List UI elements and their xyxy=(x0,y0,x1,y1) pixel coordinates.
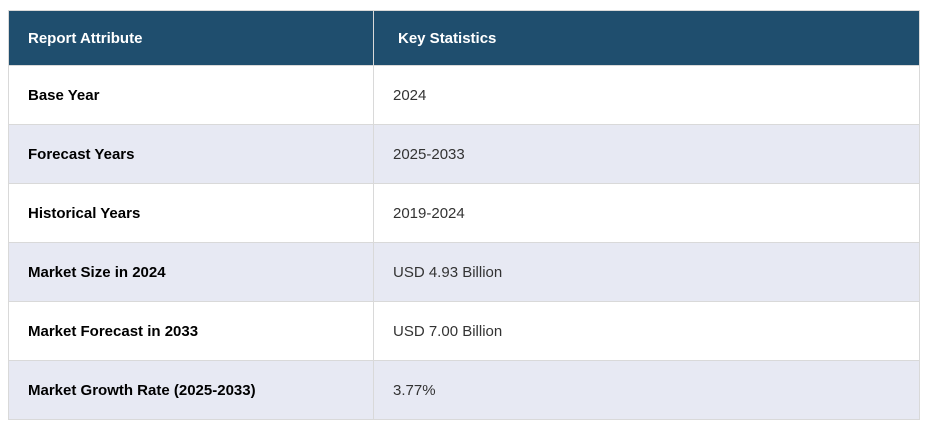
column-header-report-attribute: Report Attribute xyxy=(8,10,374,66)
report-attribute-cell: Market Size in 2024 xyxy=(8,242,374,302)
report-statistics-table-container: Report Attribute Key Statistics Base Yea… xyxy=(8,10,920,420)
key-statistic-cell: 2024 xyxy=(373,65,920,125)
report-attribute-cell: Market Growth Rate (2025-2033) xyxy=(8,360,374,420)
report-statistics-table: Report Attribute Key Statistics Base Yea… xyxy=(8,10,920,420)
table-row: Forecast Years 2025-2033 xyxy=(8,124,920,184)
header-row: Report Attribute Key Statistics xyxy=(8,10,920,66)
report-attribute-cell: Forecast Years xyxy=(8,124,374,184)
column-header-key-statistics: Key Statistics xyxy=(373,10,920,66)
table-row: Market Size in 2024 USD 4.93 Billion xyxy=(8,242,920,302)
key-statistic-cell: 2019-2024 xyxy=(373,183,920,243)
report-attribute-cell: Base Year xyxy=(8,65,374,125)
key-statistic-cell: USD 7.00 Billion xyxy=(373,301,920,361)
table-row: Historical Years 2019-2024 xyxy=(8,183,920,243)
table-body: Base Year 2024 Forecast Years 2025-2033 … xyxy=(8,65,920,420)
key-statistic-cell: USD 4.93 Billion xyxy=(373,242,920,302)
report-attribute-cell: Historical Years xyxy=(8,183,374,243)
key-statistic-cell: 2025-2033 xyxy=(373,124,920,184)
key-statistic-cell: 3.77% xyxy=(373,360,920,420)
table-row: Market Growth Rate (2025-2033) 3.77% xyxy=(8,360,920,420)
table-row: Base Year 2024 xyxy=(8,65,920,125)
table-header: Report Attribute Key Statistics xyxy=(8,10,920,66)
table-row: Market Forecast in 2033 USD 7.00 Billion xyxy=(8,301,920,361)
report-attribute-cell: Market Forecast in 2033 xyxy=(8,301,374,361)
